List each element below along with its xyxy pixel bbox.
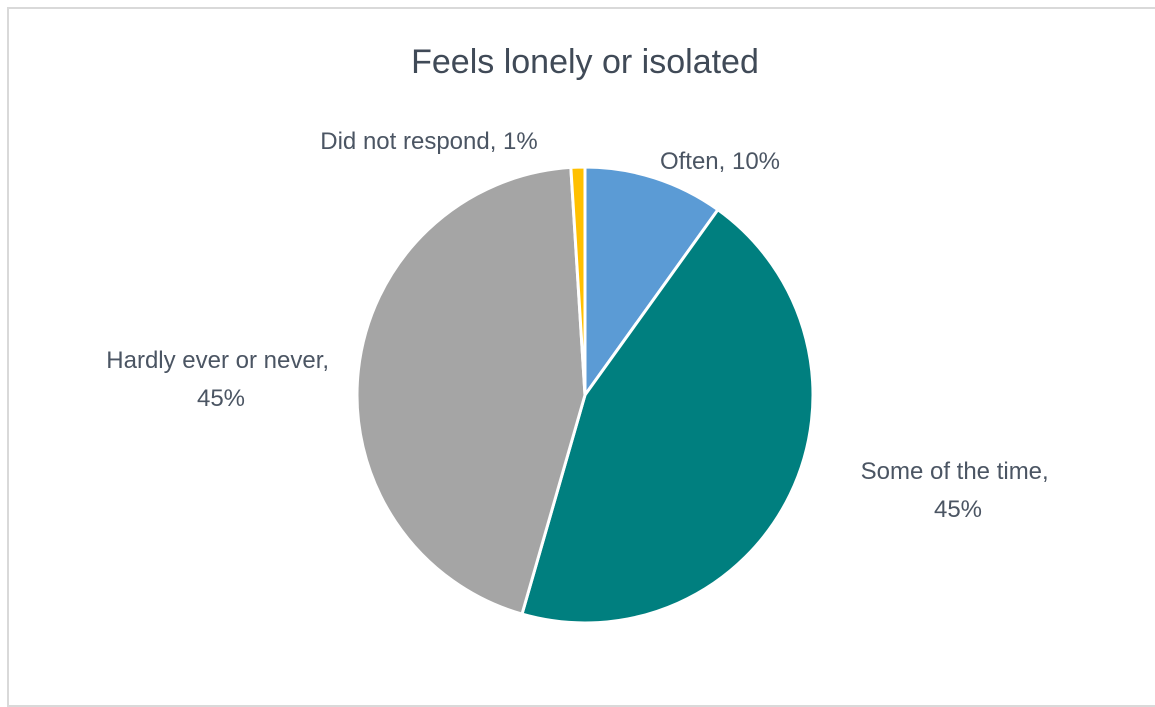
pie-slices xyxy=(355,165,815,625)
pie-slice-did-not-respond xyxy=(569,165,587,397)
pie-data-labels: Often, 10% Some of the time, 45% Hardly … xyxy=(106,128,1056,523)
pie-slice-some-of-the-time xyxy=(520,208,815,625)
pie-slice-hardly-ever-or-never xyxy=(355,165,587,616)
chart-title: Feels lonely or isolated xyxy=(411,43,759,81)
label-hardly-ever-or-never: Hardly ever or never, 45% xyxy=(106,347,335,412)
label-often: Often, 10% xyxy=(660,148,780,175)
label-some-of-the-time: Some of the time, 45% xyxy=(861,458,1056,523)
label-did-not-respond: Did not respond, 1% xyxy=(320,128,537,155)
pie-slice-often xyxy=(583,165,720,397)
